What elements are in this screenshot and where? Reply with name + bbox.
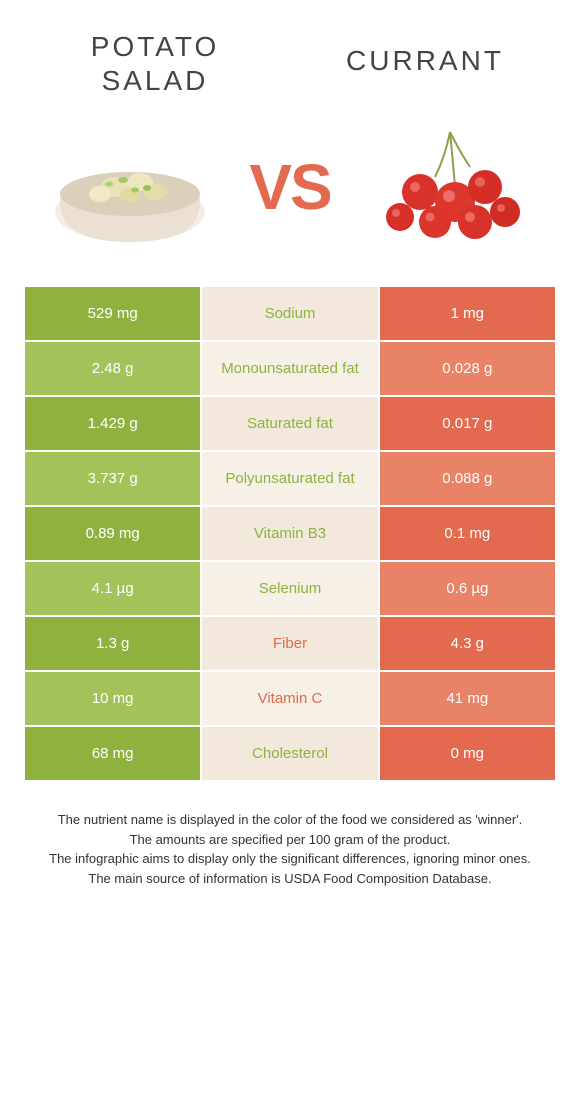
left-value-cell: 68 mg bbox=[25, 727, 200, 780]
nutrient-label-cell: Saturated fat bbox=[202, 397, 377, 450]
right-value-cell: 4.3 g bbox=[380, 617, 555, 670]
images-row: VS bbox=[0, 107, 580, 287]
currant-icon bbox=[365, 117, 535, 257]
table-row: 1.3 gFiber4.3 g bbox=[25, 617, 555, 670]
table-row: 529 mgSodium1 mg bbox=[25, 287, 555, 340]
right-value-cell: 0.088 g bbox=[380, 452, 555, 505]
nutrient-label-cell: Selenium bbox=[202, 562, 377, 615]
footer-line: The amounts are specified per 100 gram o… bbox=[20, 830, 560, 850]
table-row: 1.429 gSaturated fat0.017 g bbox=[25, 397, 555, 450]
right-food-title-block: CURRANT bbox=[290, 30, 560, 78]
left-value-cell: 529 mg bbox=[25, 287, 200, 340]
left-value-cell: 3.737 g bbox=[25, 452, 200, 505]
nutrient-label-cell: Cholesterol bbox=[202, 727, 377, 780]
left-food-title-line1: POTATO bbox=[20, 30, 290, 64]
table-row: 68 mgCholesterol0 mg bbox=[25, 727, 555, 780]
footer-line: The nutrient name is displayed in the co… bbox=[20, 810, 560, 830]
potato-salad-icon bbox=[45, 122, 215, 252]
right-food-image bbox=[341, 117, 560, 257]
footer-line: The infographic aims to display only the… bbox=[20, 849, 560, 869]
left-food-title-block: POTATO SALAD bbox=[20, 30, 290, 97]
left-value-cell: 4.1 µg bbox=[25, 562, 200, 615]
left-food-image bbox=[20, 122, 239, 252]
table-row: 10 mgVitamin C41 mg bbox=[25, 672, 555, 725]
right-value-cell: 0.017 g bbox=[380, 397, 555, 450]
table-row: 4.1 µgSelenium0.6 µg bbox=[25, 562, 555, 615]
left-value-cell: 1.3 g bbox=[25, 617, 200, 670]
table-row: 3.737 gPolyunsaturated fat0.088 g bbox=[25, 452, 555, 505]
nutrient-label-cell: Fiber bbox=[202, 617, 377, 670]
left-value-cell: 0.89 mg bbox=[25, 507, 200, 560]
right-value-cell: 0.6 µg bbox=[380, 562, 555, 615]
footer-notes: The nutrient name is displayed in the co… bbox=[0, 782, 580, 916]
nutrient-label-cell: Vitamin B3 bbox=[202, 507, 377, 560]
left-food-title-line2: SALAD bbox=[20, 64, 290, 98]
footer-line: The main source of information is USDA F… bbox=[20, 869, 560, 889]
header: POTATO SALAD CURRANT bbox=[0, 0, 580, 107]
nutrient-label-cell: Monounsaturated fat bbox=[202, 342, 377, 395]
right-value-cell: 1 mg bbox=[380, 287, 555, 340]
table-row: 0.89 mgVitamin B30.1 mg bbox=[25, 507, 555, 560]
left-value-cell: 2.48 g bbox=[25, 342, 200, 395]
right-value-cell: 41 mg bbox=[380, 672, 555, 725]
table-row: 2.48 gMonounsaturated fat0.028 g bbox=[25, 342, 555, 395]
right-value-cell: 0.1 mg bbox=[380, 507, 555, 560]
nutrient-label-cell: Sodium bbox=[202, 287, 377, 340]
nutrient-label-cell: Vitamin C bbox=[202, 672, 377, 725]
nutrient-label-cell: Polyunsaturated fat bbox=[202, 452, 377, 505]
left-value-cell: 10 mg bbox=[25, 672, 200, 725]
left-value-cell: 1.429 g bbox=[25, 397, 200, 450]
vs-label: VS bbox=[249, 150, 330, 224]
right-food-title: CURRANT bbox=[290, 44, 560, 78]
right-value-cell: 0.028 g bbox=[380, 342, 555, 395]
comparison-table: 529 mgSodium1 mg2.48 gMonounsaturated fa… bbox=[0, 287, 580, 782]
right-value-cell: 0 mg bbox=[380, 727, 555, 780]
